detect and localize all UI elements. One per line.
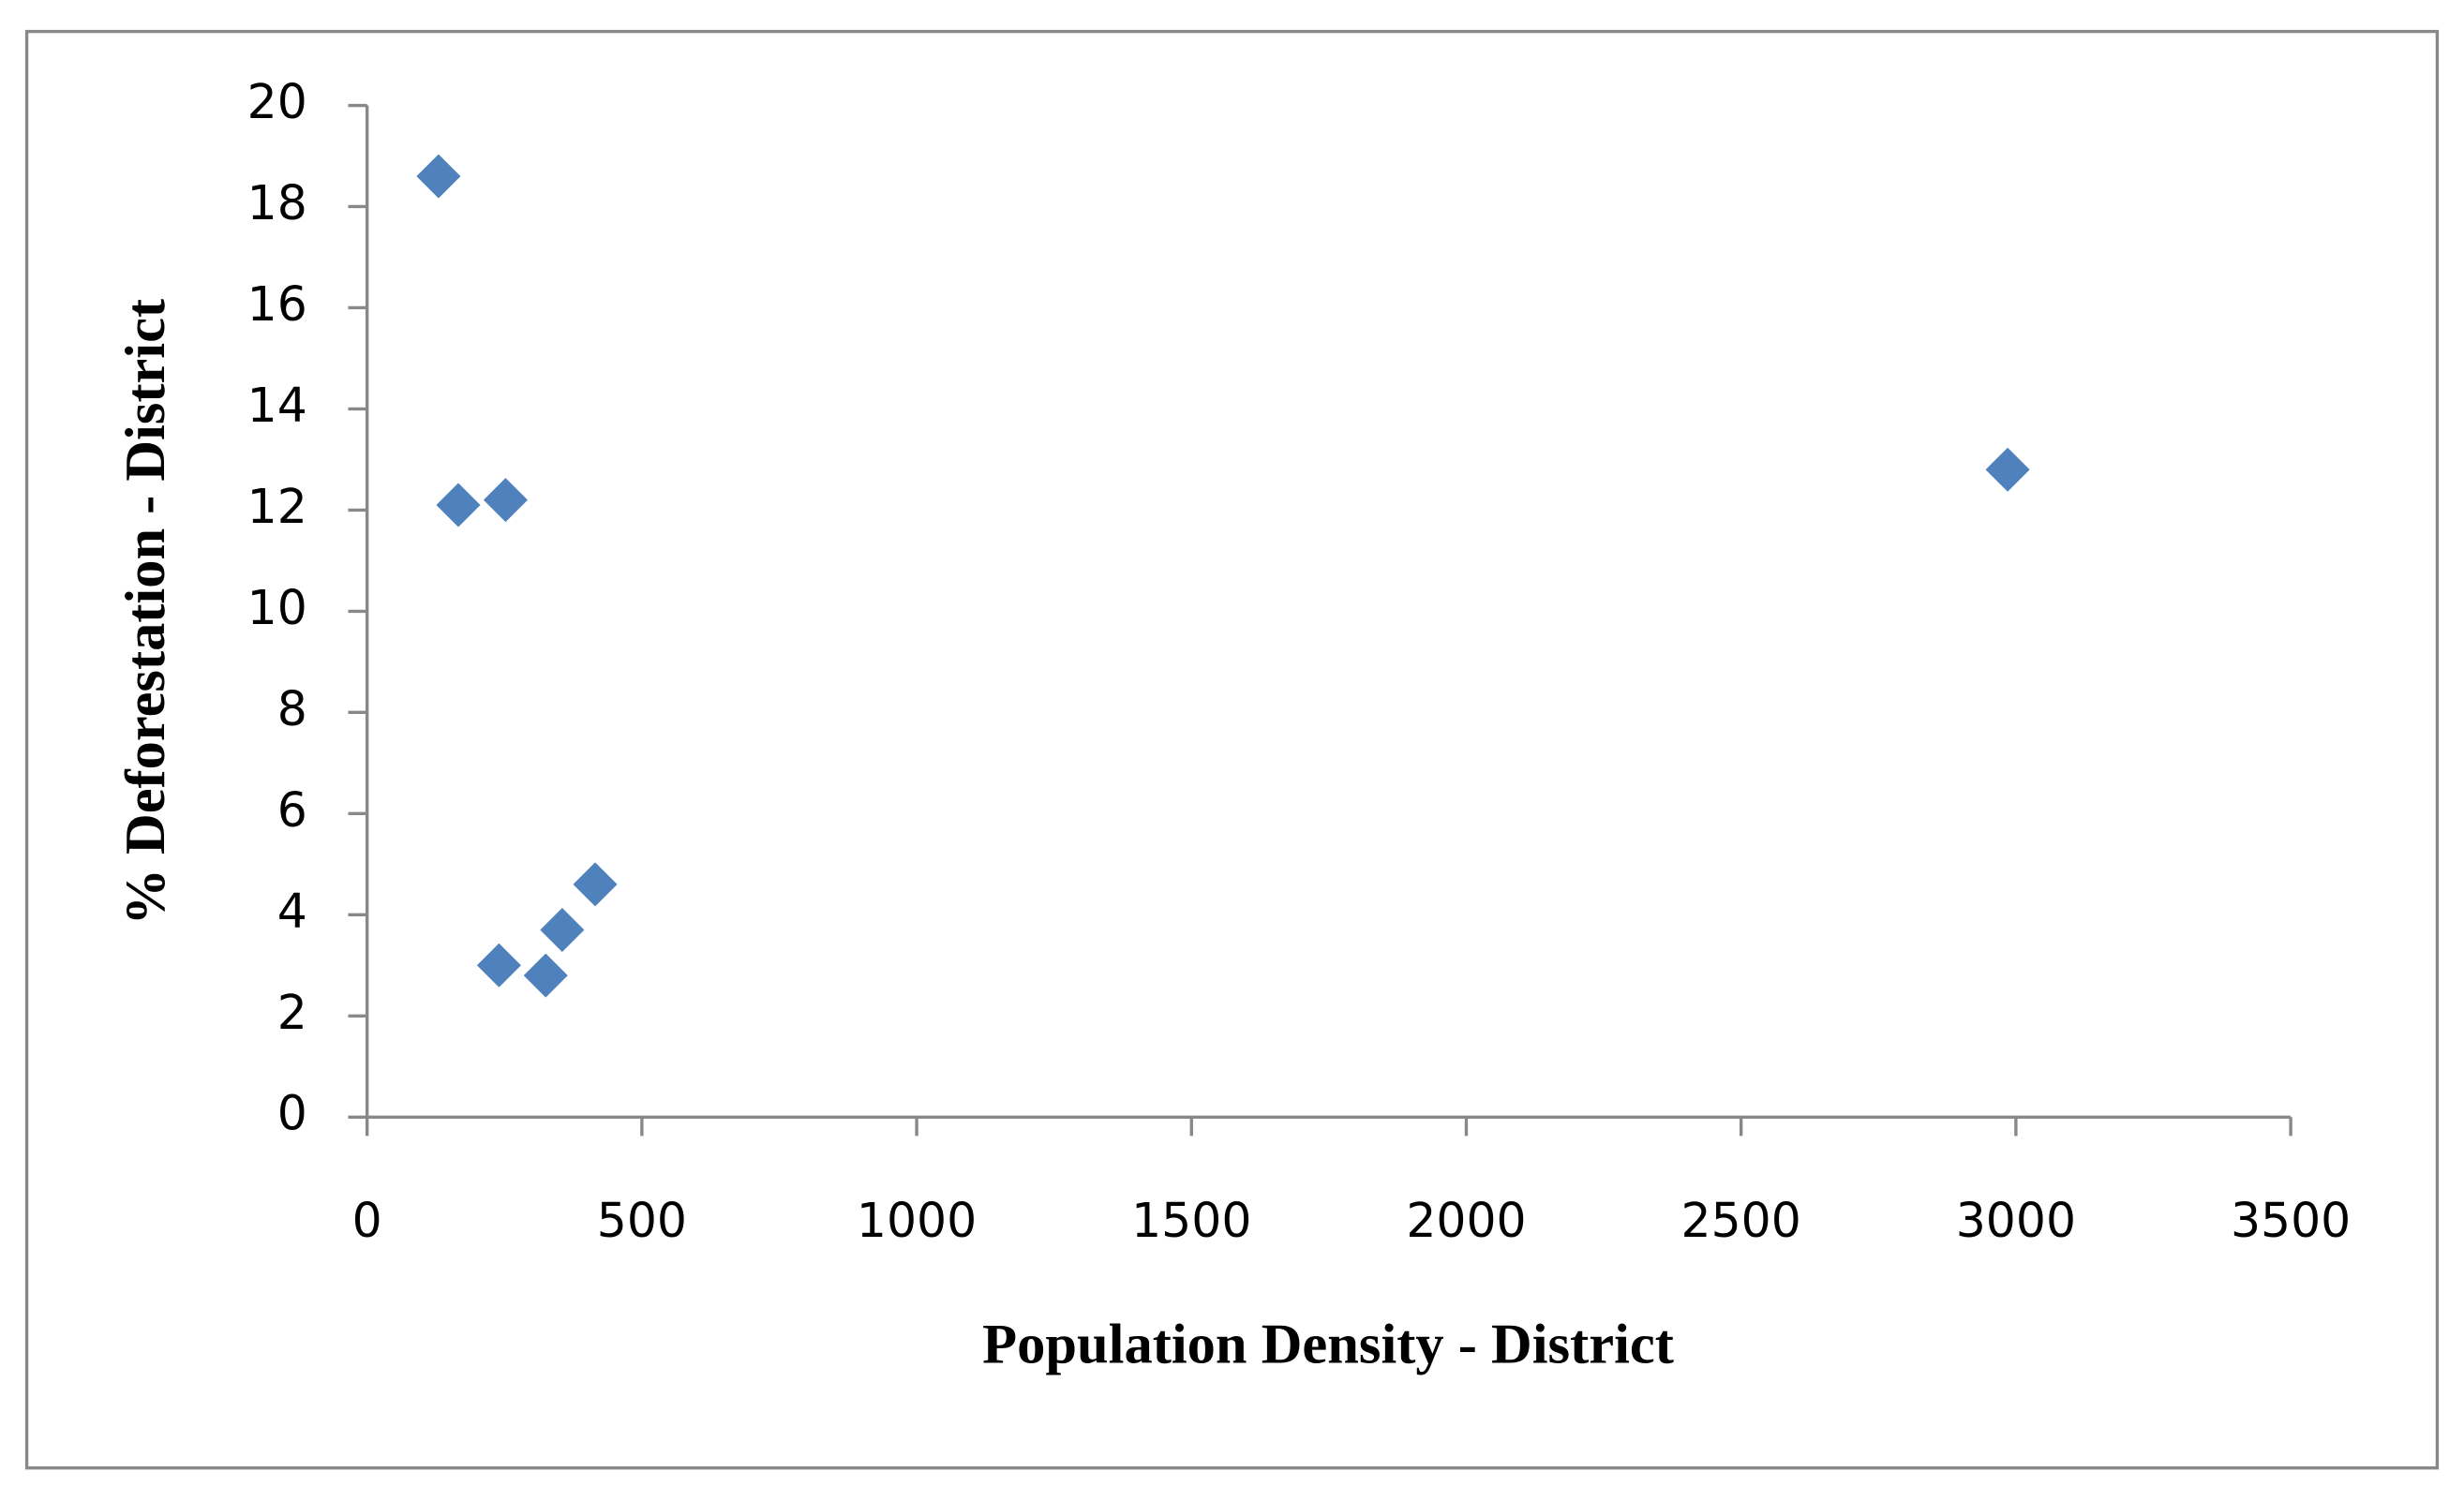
x-tick-label: 3500 xyxy=(2231,1193,2351,1248)
y-tick-label: 2 xyxy=(277,985,307,1040)
y-tick-label: 20 xyxy=(247,74,307,129)
x-tick-label: 3000 xyxy=(1956,1193,2076,1248)
x-tick-label: 2500 xyxy=(1681,1193,1801,1248)
x-tick-label: 0 xyxy=(352,1193,382,1248)
y-axis-title: % Deforestation - District xyxy=(114,299,177,926)
y-tick-label: 12 xyxy=(247,479,307,534)
y-tick-label: 18 xyxy=(247,175,307,230)
x-tick-label: 500 xyxy=(597,1193,687,1248)
x-tick-label: 2000 xyxy=(1406,1193,1526,1248)
point xyxy=(1985,447,2030,492)
point xyxy=(416,154,461,199)
y-tick-label: 14 xyxy=(247,378,307,433)
point xyxy=(573,862,618,907)
y-tick-label: 4 xyxy=(277,884,307,939)
y-tick-label: 6 xyxy=(277,782,307,838)
y-tick-label: 10 xyxy=(247,580,307,635)
point xyxy=(523,953,568,998)
chart-border xyxy=(24,29,2440,1470)
x-tick-label: 1500 xyxy=(1131,1193,1251,1248)
y-tick-label: 16 xyxy=(247,276,307,332)
point xyxy=(476,943,521,988)
y-tick-label: 0 xyxy=(277,1086,307,1141)
point xyxy=(540,908,585,953)
x-axis-title: Population Density - District xyxy=(982,1314,1674,1376)
x-tick-label: 1000 xyxy=(857,1193,977,1248)
y-tick-label: 8 xyxy=(277,681,307,736)
